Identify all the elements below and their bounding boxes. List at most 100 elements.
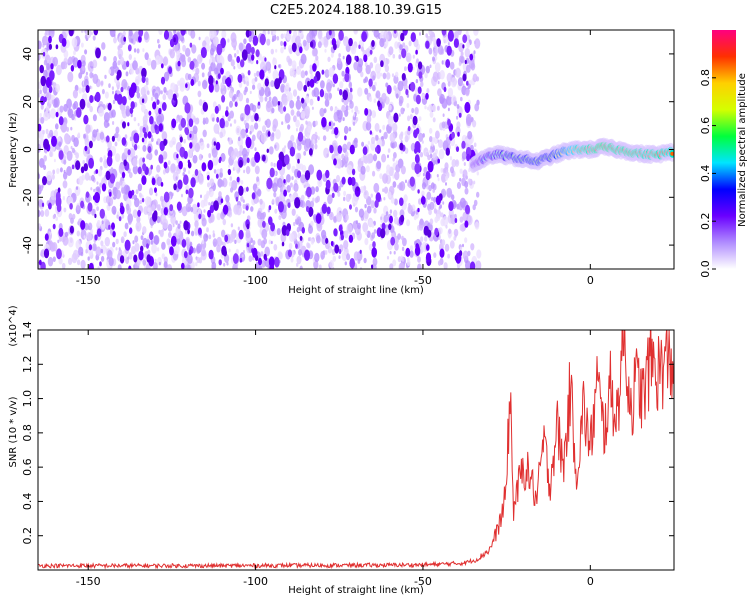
heatmap-speckle — [341, 70, 345, 77]
heatmap-speckle — [111, 205, 117, 215]
heatmap-blob — [469, 261, 476, 269]
heatmap-speckle — [187, 170, 191, 175]
heatmap-speckle — [281, 147, 286, 154]
heatmap-speckle — [236, 127, 240, 134]
heatmap-speckle — [177, 223, 181, 229]
heatmap-speckle — [343, 240, 349, 250]
y-tick-label: 1.2 — [21, 356, 34, 374]
heatmap-speckle — [371, 30, 375, 33]
heatmap-blob — [207, 209, 212, 218]
heatmap-speckle — [59, 105, 64, 113]
heatmap-blob — [39, 64, 44, 74]
heatmap-speckle — [317, 136, 320, 141]
heatmap-speckle — [435, 149, 438, 154]
heatmap-speckle — [198, 99, 203, 106]
heatmap-speckle — [137, 122, 140, 127]
heatmap-blob — [95, 47, 101, 59]
heatmap-speckle — [341, 98, 344, 103]
heatmap-blob — [368, 78, 373, 87]
heatmap-speckle — [228, 164, 231, 168]
heatmap-speckle — [161, 228, 165, 233]
heatmap-speckle — [406, 55, 410, 62]
heatmap-blob — [240, 59, 245, 68]
heatmap-speckle — [342, 55, 345, 60]
heatmap-blob — [48, 85, 53, 93]
heatmap-speckle — [432, 188, 436, 193]
heatmap-blob — [418, 148, 421, 153]
heatmap-speckle — [374, 122, 380, 132]
heatmap-speckle — [383, 98, 386, 104]
heatmap-blob — [236, 176, 240, 183]
heatmap-speckle — [146, 155, 149, 159]
heatmap-speckle — [161, 241, 166, 250]
heatmap-speckle — [419, 32, 421, 36]
heatmap-speckle — [110, 167, 114, 173]
heatmap-speckle — [408, 40, 412, 47]
heatmap-speckle — [397, 80, 404, 92]
heatmap-speckle — [436, 174, 439, 178]
heatmap-speckle — [447, 107, 450, 112]
heatmap-speckle — [181, 58, 187, 68]
heatmap-speckle — [84, 34, 88, 39]
heatmap-speckle — [103, 56, 107, 62]
heatmap-blob — [151, 177, 156, 186]
heatmap-speckle — [439, 204, 443, 209]
heatmap-speckle — [182, 44, 187, 52]
heatmap-speckle — [254, 165, 260, 175]
heatmap-speckle — [62, 61, 68, 70]
heatmap-speckle — [391, 73, 395, 78]
heatmap-blob — [338, 224, 343, 232]
heatmap-speckle — [381, 153, 387, 163]
heatmap-speckle — [272, 182, 278, 193]
heatmap-speckle — [90, 31, 93, 36]
heatmap-speckle — [38, 45, 42, 49]
heatmap-speckle — [260, 132, 267, 143]
heatmap-speckle — [209, 47, 215, 56]
heatmap-speckle — [134, 75, 141, 86]
heatmap-speckle — [281, 121, 284, 125]
heatmap-blob — [276, 159, 283, 171]
heatmap-speckle — [296, 216, 302, 225]
heatmap-blob — [401, 73, 406, 81]
heatmap-speckle — [100, 80, 104, 86]
heatmap-speckle — [67, 71, 74, 83]
heatmap-speckle — [142, 48, 145, 53]
heatmap-speckle — [38, 199, 44, 208]
heatmap-speckle — [346, 223, 353, 234]
heatmap-speckle — [415, 79, 419, 84]
heatmap-speckle — [132, 60, 138, 71]
heatmap-blob — [163, 138, 168, 146]
heatmap-speckle — [96, 132, 101, 142]
heatmap-speckle — [393, 216, 399, 225]
heatmap-speckle — [394, 242, 399, 251]
heatmap-speckle — [253, 72, 257, 77]
heatmap-speckle — [128, 30, 133, 37]
heatmap-speckle — [190, 30, 196, 39]
heatmap-speckle — [172, 223, 175, 228]
heatmap-speckle — [344, 109, 349, 117]
heatmap-speckle — [476, 249, 482, 259]
heatmap-speckle — [183, 167, 187, 173]
heatmap-speckle — [315, 55, 319, 61]
heatmap-speckle — [116, 214, 119, 219]
heatmap-speckle — [66, 98, 72, 109]
heatmap-speckle — [287, 124, 291, 130]
heatmap-blob — [194, 169, 199, 176]
heatmap-speckle — [150, 59, 157, 70]
heatmap-speckle — [175, 220, 178, 225]
heatmap-speckle — [96, 219, 101, 227]
heatmap-speckle — [59, 167, 63, 173]
x-tick-label: -50 — [414, 274, 432, 287]
heatmap-speckle — [144, 52, 149, 61]
heatmap-speckle — [119, 179, 123, 186]
heatmap-blob — [333, 182, 339, 193]
heatmap-speckle — [420, 81, 424, 88]
heatmap-speckle — [83, 235, 86, 239]
heatmap-blob — [241, 49, 248, 61]
heatmap-speckle — [458, 61, 462, 67]
heatmap-speckle — [202, 117, 206, 123]
heatmap-blob — [363, 54, 368, 63]
heatmap-speckle — [421, 190, 425, 197]
heatmap-speckle — [115, 238, 119, 245]
heatmap-speckle — [81, 65, 85, 72]
